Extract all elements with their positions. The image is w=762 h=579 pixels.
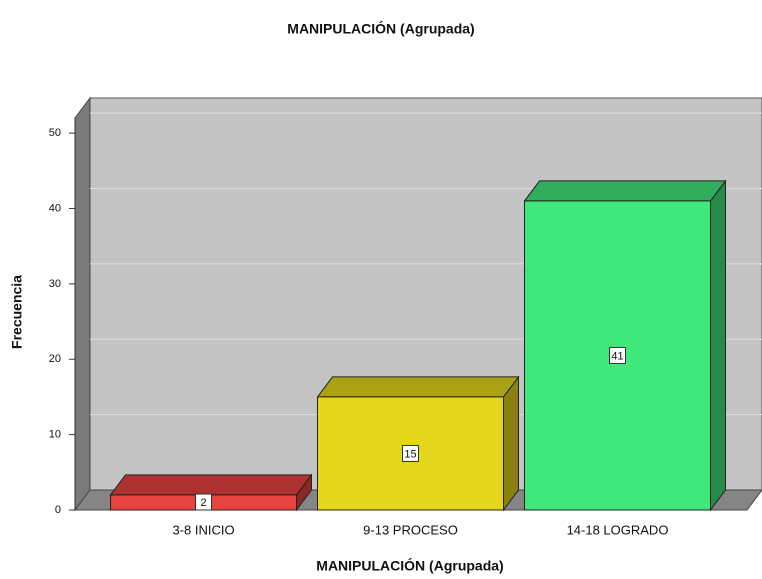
data-label-box [195, 493, 212, 511]
y-tick-label: 0 [55, 504, 61, 516]
left-wall [74, 96, 91, 512]
y-tick-label: 30 [49, 278, 61, 290]
x-tick-label: 3-8 INICIO [172, 522, 234, 537]
data-label-box [609, 346, 626, 364]
y-tick-label: 50 [49, 127, 61, 139]
bar-side [503, 375, 519, 512]
bar-top [523, 180, 727, 202]
data-label: 15 [404, 448, 416, 460]
bar-top [109, 474, 313, 496]
bar-side [710, 179, 726, 512]
chart-title: MANIPULACIÓN (Agrupada) [287, 20, 474, 37]
y-tick-label: 20 [49, 353, 61, 365]
x-tick-label: 9-13 PROCESO [363, 522, 458, 537]
data-label-box [402, 444, 419, 462]
y-axis-title: Frecuencia [9, 275, 25, 349]
data-label: 2 [200, 497, 206, 509]
data-label: 41 [611, 350, 623, 362]
y-tick-label: 10 [49, 429, 61, 441]
x-tick-label: 14-18 LOGRADO [567, 522, 669, 537]
y-tick-label: 40 [49, 202, 61, 214]
bar-top [316, 376, 520, 398]
x-axis-title: MANIPULACIÓN (Agrupada) [316, 557, 503, 574]
